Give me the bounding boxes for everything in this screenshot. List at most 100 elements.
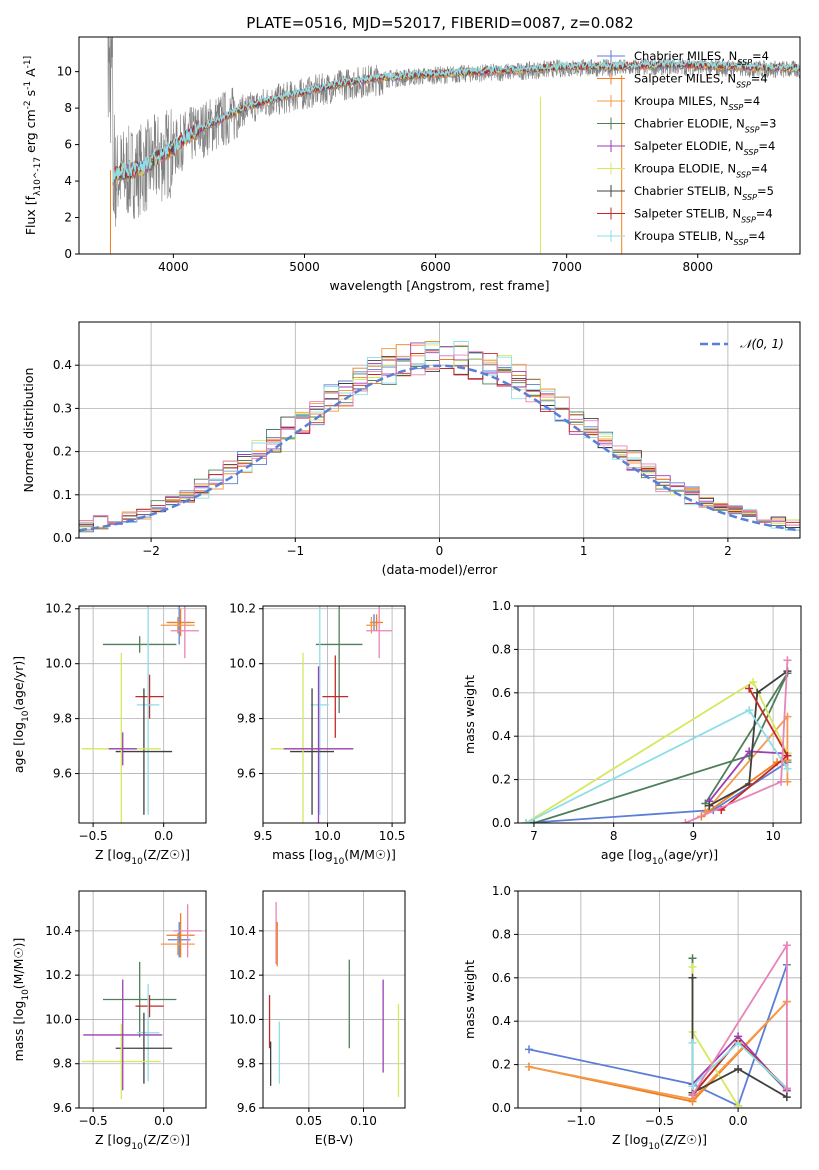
y-tick-label: 0.0 [53,531,72,545]
weight-marker [705,801,714,810]
weight-marker [525,1062,534,1071]
x-tick-label: −2 [142,544,160,558]
errorbar-point [166,608,195,637]
axis-label: mass weight [462,675,477,754]
weight-marker [529,819,538,823]
panel-spectrum: Chabrier MILES, NSSP=4 Salpeter MILES, NS… [23,36,801,293]
legend-entry: 𝒩(0, 1) [740,337,784,351]
y-tick-label: 10 [57,65,72,79]
weight-marker [688,1038,697,1047]
axis-label: mass [log10(M/M☉)] [11,938,31,1062]
figure-title: PLATE=0516, MJD=52017, FIBERID=0087, z=0… [246,14,633,32]
weight-marker [734,1101,743,1108]
panel-age-vs-z: −0.5 0.0 9.6 9.8 10.0 10.2 Z [log10(Z/Z☉)] age … [11,602,207,867]
x-tick-label: −0.5 [645,1114,674,1128]
axes-frame [517,605,802,824]
weight-marker [688,1090,697,1099]
legend-entry: Kroupa ELODIE, NSSP=4 [634,162,768,180]
weight-marker [783,751,792,760]
legend: 𝒩(0, 1) [700,337,784,351]
x-tick-label: −0.5 [79,829,108,843]
weight-marker [688,1082,697,1091]
plot-area [263,606,405,823]
errorbar-point [322,655,349,738]
weight-marker [681,819,690,823]
weight-marker [749,677,758,686]
y-tick-label: 9.6 [53,1101,72,1115]
panel-mass-vs-ebv: 0.05 0.10 9.6 9.8 10.0 10.2 10.4 E(B-V) [229,890,406,1147]
x-tick-label: 10.0 [314,829,341,843]
weight-marker [783,656,792,665]
weight-line [708,670,788,807]
axes-frame [78,605,207,824]
x-tick-label: 2 [724,544,732,558]
y-axis-label: Flux [fλ10^-17 erg cm-2 s-1 A-1] [23,56,43,235]
axis-label: age [log10(age/yr)] [601,847,718,867]
errorbar-point [108,732,137,766]
errorbar-point [170,606,199,659]
legend-entry: Salpeter MILES, NSSP=4 [634,72,768,90]
errorbar-point [81,1023,161,1100]
axis-label: mass weight [462,960,477,1039]
y-tick-label: 10.0 [229,1012,256,1026]
weight-line [525,709,789,823]
errorbar-point [290,688,334,815]
x-tick-label: −0.5 [79,1114,108,1128]
y-tick-label: 9.8 [237,712,256,726]
y-tick-label: 9.6 [53,767,72,781]
errorbar-point [136,984,160,1082]
x-tick-label: 9.5 [253,829,272,843]
legend-entry: Salpeter STELIB, NSSP=4 [634,207,773,225]
x-tick-label: 0.0 [154,829,173,843]
x-tick-label: 0.0 [154,1114,173,1128]
gaussian-curve [79,364,800,532]
x-tick-label: 7 [530,829,538,843]
errorbar-point [135,995,164,1018]
errorbar-point [283,666,354,823]
y-tick-label: 9.6 [237,767,256,781]
panel-mass-vs-z: −0.5 0.0 9.6 9.8 10.0 10.2 10.4 Z [log10(Z/Z☉)]… [11,890,207,1152]
y-tick-label: 0.1 [53,488,72,502]
y-tick-label: 10.4 [45,924,72,938]
y-tick-label: 0.8 [492,642,511,656]
errorbar-point [366,606,393,659]
axis-label: wavelength [Angstrom, rest frame] [329,278,549,293]
errorbar-point [115,1012,173,1084]
y-tick-label: 9.6 [237,1101,256,1115]
weight-marker [783,764,792,773]
y-tick-label: 0.6 [492,971,511,985]
x-tick-label: 4000 [158,260,189,274]
errorbar-point [173,904,202,958]
errorbar-point [135,674,164,719]
errorbar-point [167,922,191,958]
y-axis-label: age [log10(age/yr)] [11,656,31,773]
axis-label: (data-model)/error [382,562,499,577]
y-tick-label: 9.8 [237,1057,256,1071]
x-tick-label: 5000 [289,260,320,274]
plot-area [79,891,206,1108]
y-tick-label: 0.2 [53,445,72,459]
y-tick-label: 0.4 [53,358,72,372]
y-tick-label: 0.3 [53,401,72,415]
y-tick-label: 4 [64,174,72,188]
weight-marker [525,1045,534,1054]
y-axis-label: mass weight [462,675,477,754]
panel-mass-weight-vs-z: −1.0 −0.5 0.0 0.0 0.2 0.4 0.6 0.8 1.0 Z [log10(Z/… [462,884,802,1152]
weight-marker [753,688,762,697]
errorbar-point [83,979,163,1091]
errorbar-point [136,606,160,815]
x-tick-label: −1 [286,544,304,558]
legend-entry: Chabrier ELODIE, NSSP=3 [634,117,776,135]
errorbar-point [370,614,384,631]
x-tick-label: 8000 [682,260,713,274]
axis-label: Z [log10(Z/Z☉)] [95,847,190,867]
errorbar-point [315,606,363,714]
observed-spectrum [107,37,800,227]
axes-frame [262,605,406,824]
errorbar-point [102,636,177,653]
axis-label: Normed distribution [21,368,36,493]
axis-label: mass [log10(M/M☉)] [272,847,396,867]
weight-marker [745,706,754,715]
y-tick-label: 9.8 [53,1057,72,1071]
axis-label: E(B-V) [315,1132,354,1147]
